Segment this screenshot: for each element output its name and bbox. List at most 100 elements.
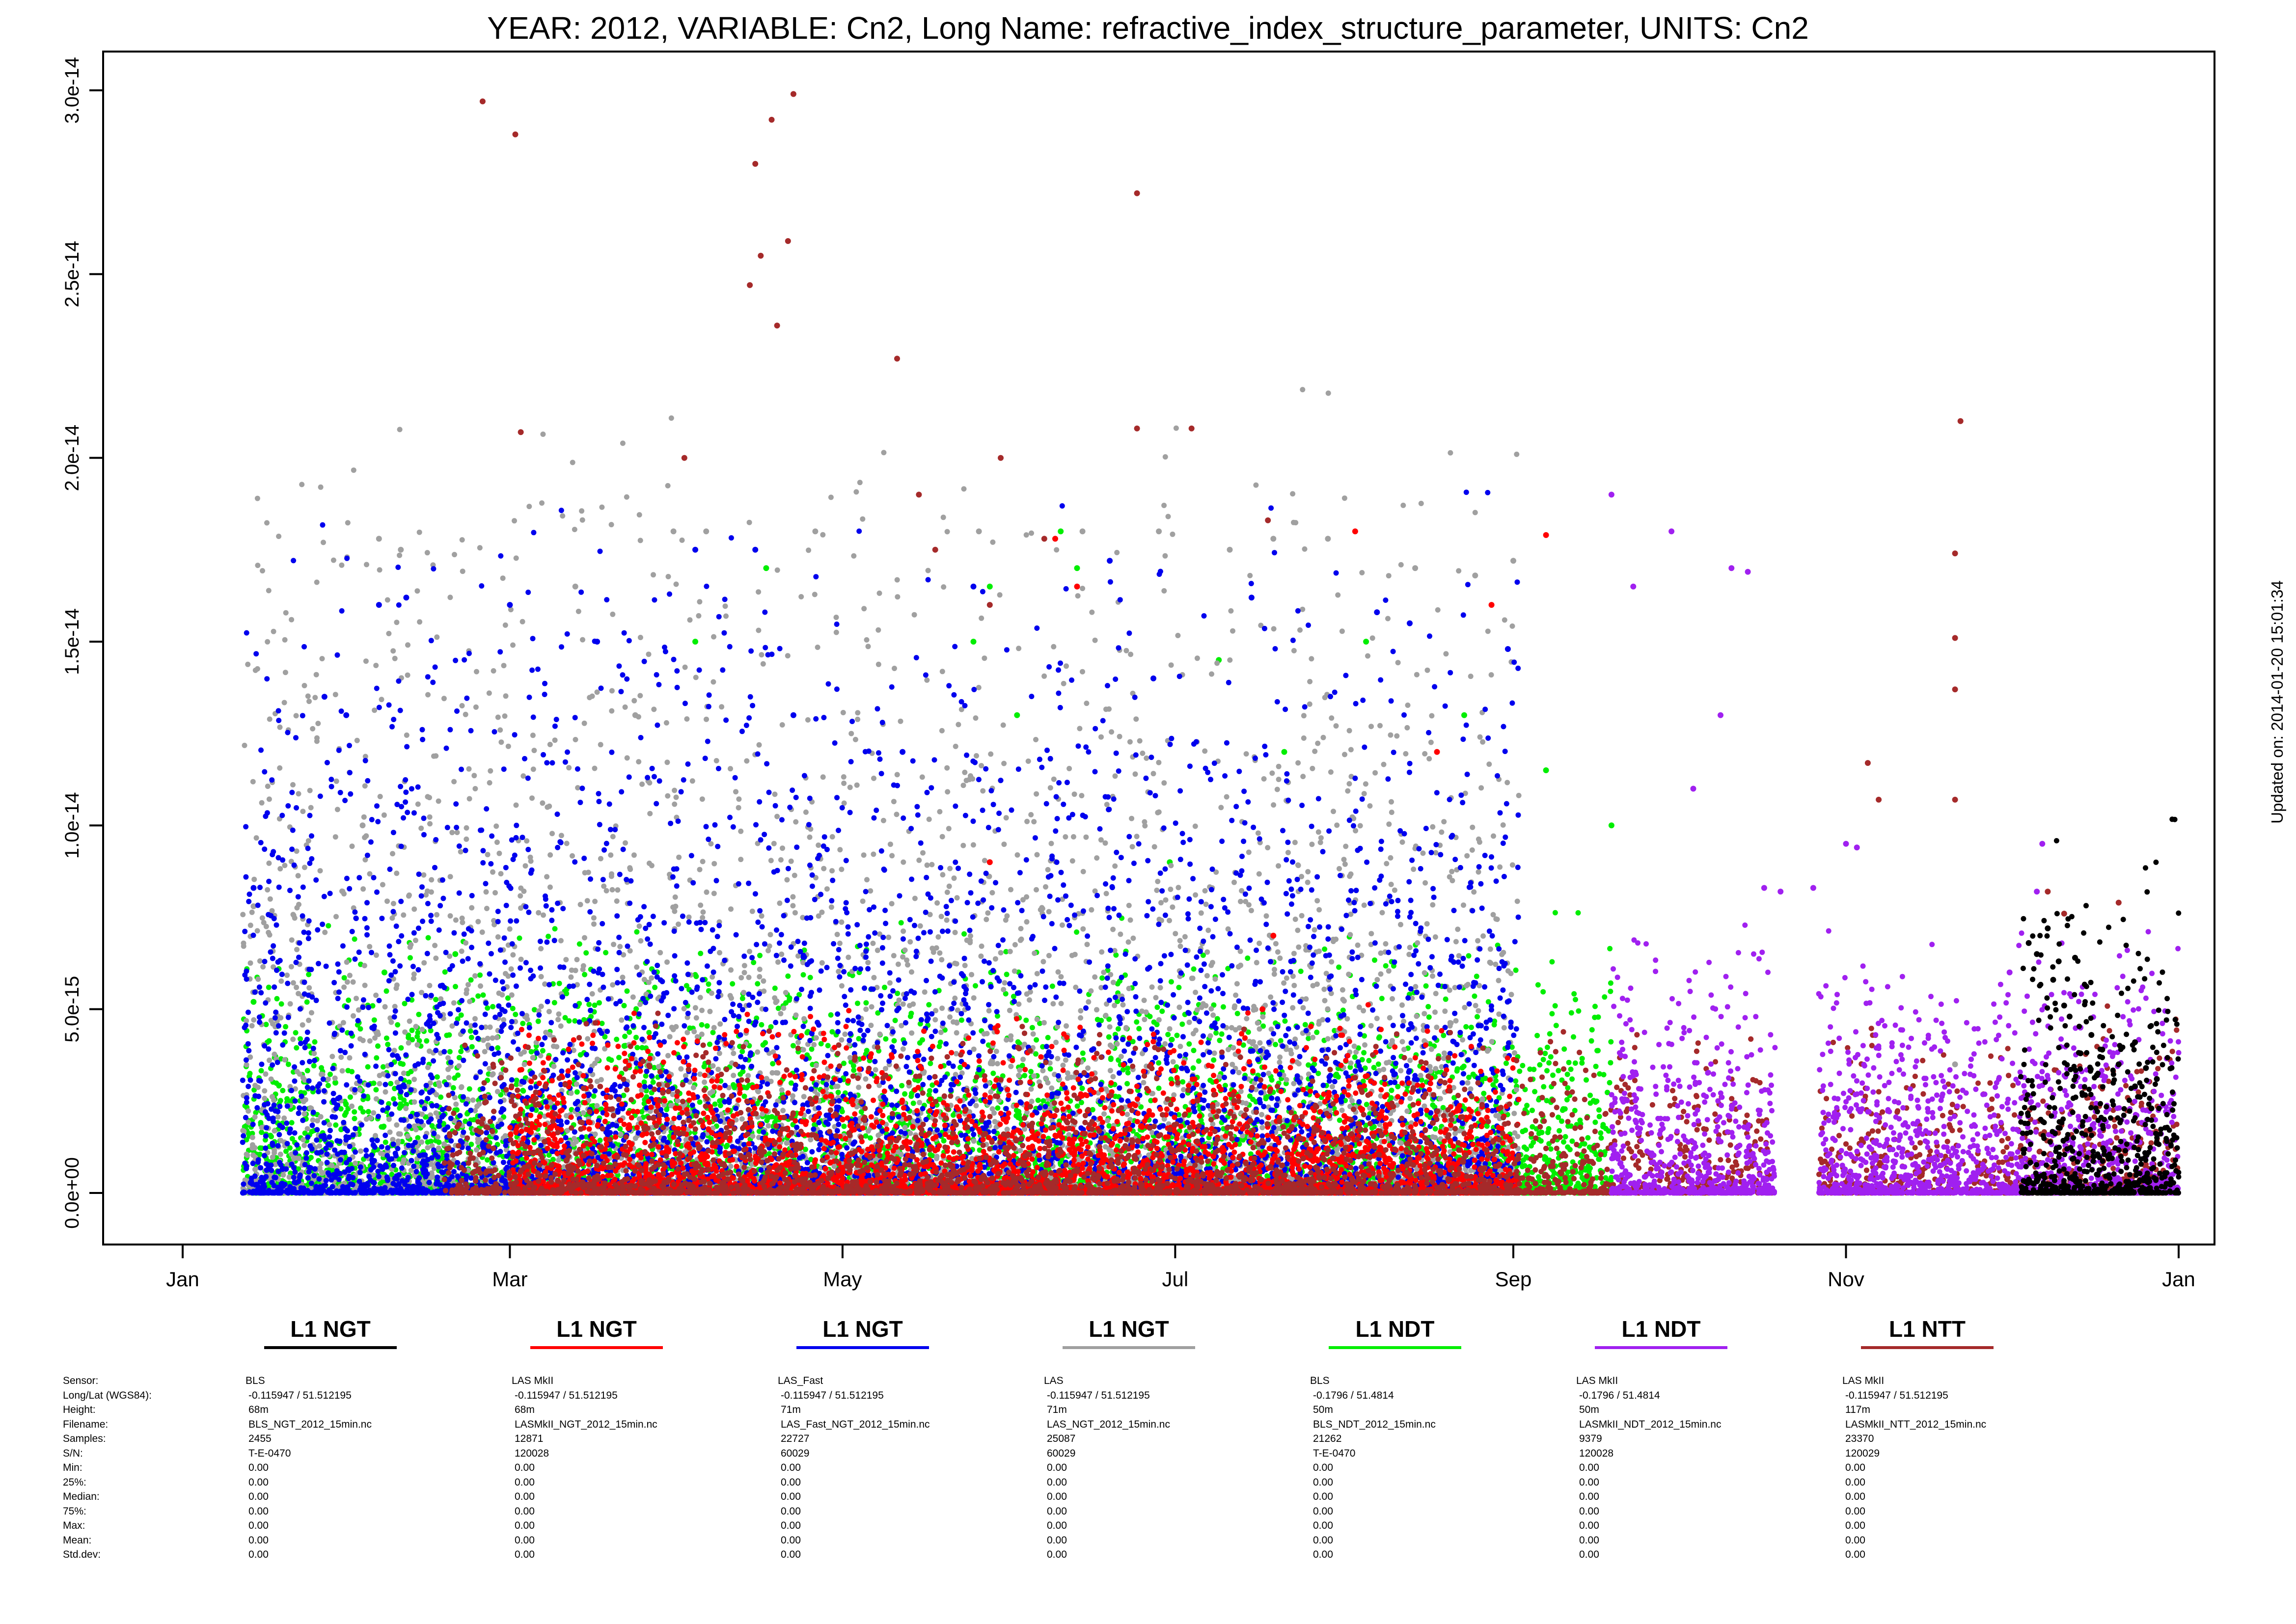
data-point [908, 1093, 914, 1099]
data-point [1156, 1060, 1162, 1066]
data-point [807, 974, 813, 980]
data-point [546, 933, 551, 939]
data-point [1551, 1170, 1557, 1176]
data-point [1240, 1137, 1246, 1143]
data-point [835, 1089, 841, 1095]
data-point [343, 1110, 349, 1115]
data-point [312, 1039, 318, 1045]
data-point [1549, 959, 1555, 965]
data-point [650, 1079, 656, 1085]
data-point [1432, 1126, 1438, 1132]
data-point [1566, 1059, 1572, 1065]
data-point [704, 1023, 710, 1029]
data-point [319, 1065, 324, 1071]
data-point [375, 1043, 381, 1049]
data-point [1352, 1054, 1358, 1060]
data-point [1513, 967, 1519, 973]
data-point [1029, 1025, 1035, 1030]
data-point [755, 981, 761, 987]
data-point [365, 1064, 371, 1070]
data-point [1186, 1041, 1192, 1047]
data-point [937, 1039, 943, 1045]
data-point [1174, 1032, 1180, 1038]
data-point [409, 1028, 415, 1033]
data-point [1564, 1071, 1570, 1077]
data-point [1561, 1139, 1566, 1145]
data-point [928, 1060, 933, 1066]
data-point [1550, 1072, 1556, 1078]
data-point [1298, 969, 1304, 974]
data-point [1245, 955, 1251, 961]
data-point [1556, 1068, 1561, 1074]
data-point [469, 1044, 475, 1050]
data-point [480, 992, 486, 998]
data-point [1179, 1021, 1185, 1027]
data-point [405, 1071, 411, 1077]
data-point [1426, 1014, 1432, 1020]
data-point [1108, 1056, 1114, 1062]
data-point [1156, 1085, 1162, 1091]
data-point [739, 996, 745, 1001]
data-point [1023, 1017, 1029, 1023]
data-point [306, 972, 312, 977]
data-point [325, 1083, 331, 1088]
data-point [763, 1040, 768, 1046]
data-point [406, 1035, 411, 1040]
data-point [1154, 1022, 1160, 1028]
data-point [371, 1017, 377, 1023]
data-point [1366, 1057, 1372, 1063]
data-point [258, 1068, 264, 1074]
data-point [1115, 999, 1121, 1004]
data-point [790, 1043, 796, 1049]
data-point [606, 1056, 612, 1062]
data-point [1546, 1060, 1552, 1066]
data-point [1592, 1003, 1598, 1009]
data-point [1466, 1075, 1472, 1080]
data-point [1481, 1090, 1487, 1096]
data-point [723, 1144, 729, 1150]
data-point [730, 981, 736, 987]
data-point [902, 1091, 908, 1097]
data-point [603, 950, 609, 955]
data-point [468, 977, 474, 983]
data-point [1200, 952, 1206, 958]
data-point [572, 1018, 578, 1024]
data-point [1542, 1051, 1548, 1056]
data-point [1517, 1068, 1523, 1074]
data-point [1578, 1170, 1584, 1176]
data-point [624, 988, 630, 994]
data-point [442, 969, 448, 975]
data-point [1572, 1060, 1578, 1066]
data-point [383, 988, 389, 994]
data-point [1503, 1060, 1509, 1066]
data-point [285, 1061, 291, 1067]
data-point [1333, 1073, 1339, 1079]
data-point [863, 1000, 869, 1006]
data-point [751, 960, 757, 965]
data-point [495, 1045, 501, 1051]
data-point [851, 1067, 857, 1073]
data-point [622, 1033, 628, 1039]
data-point [540, 1048, 546, 1054]
data-point [1159, 1008, 1165, 1014]
data-point [698, 950, 704, 956]
data-point [804, 1030, 810, 1036]
data-point [1598, 1135, 1604, 1141]
data-point [591, 1093, 597, 1099]
data-point [1022, 1073, 1028, 1079]
data-point [1491, 1022, 1497, 1028]
data-point [596, 1000, 602, 1006]
data-point [592, 1002, 598, 1008]
data-point [1602, 1149, 1608, 1155]
data-point [1588, 1038, 1594, 1044]
data-point [1592, 1014, 1598, 1020]
data-point [1278, 1038, 1284, 1044]
data-point [917, 1040, 923, 1046]
data-point [520, 1021, 526, 1027]
data-point [278, 1001, 284, 1007]
data-point [1211, 1057, 1217, 1063]
data-point [1074, 1103, 1080, 1109]
data-point [370, 1003, 376, 1009]
data-point [586, 1001, 592, 1007]
data-point [1584, 1077, 1589, 1083]
